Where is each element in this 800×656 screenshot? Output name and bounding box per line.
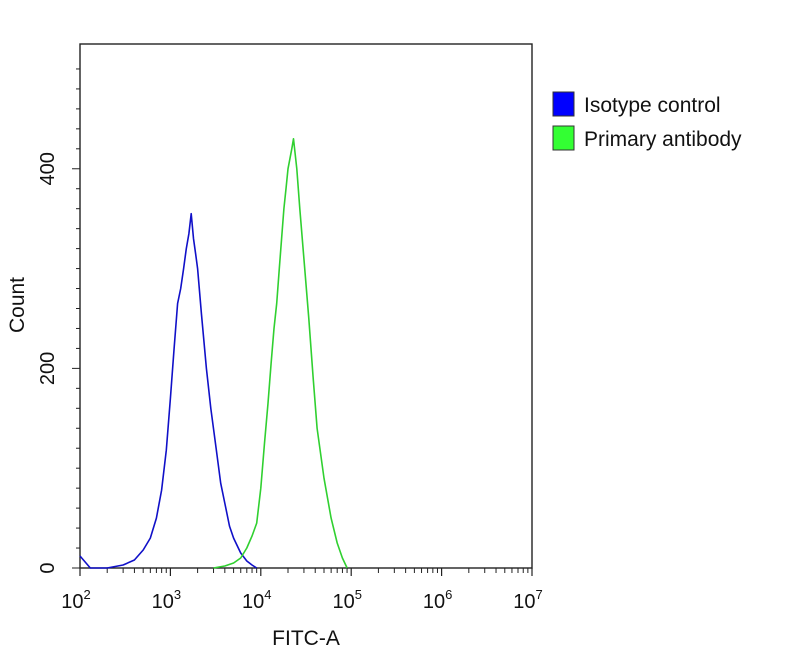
series-line-primary-antibody: [213, 138, 348, 569]
y-tick-label: 200: [37, 352, 59, 385]
y-axis-title: Count: [6, 277, 29, 333]
legend-label-primary-antibody: Primary antibody: [584, 128, 742, 151]
x-tick-label: 106: [423, 587, 452, 613]
x-tick-label: 105: [332, 587, 361, 613]
x-axis-title: FITC-A: [272, 627, 340, 650]
x-tick-label: 103: [152, 587, 181, 613]
y-axis-ticks: 0 200 400: [37, 68, 80, 574]
legend-label-isotype-control: Isotype control: [584, 94, 721, 117]
series-line-isotype-control: [79, 212, 258, 569]
x-tick-label: 102: [61, 587, 90, 613]
y-tick-label: 0: [37, 562, 59, 573]
legend-swatch-isotype-control: [552, 91, 575, 117]
legend-swatch-primary-antibody: [552, 125, 575, 151]
x-axis-ticks: 102 103 104 105 106 107: [61, 568, 543, 613]
y-tick-label: 400: [37, 152, 59, 185]
legend: Isotype control Primary antibody: [552, 91, 742, 151]
plot-frame: [79, 43, 533, 569]
x-tick-label: 107: [513, 587, 542, 613]
x-tick-label: 104: [242, 587, 271, 613]
series-layer: [79, 138, 348, 569]
